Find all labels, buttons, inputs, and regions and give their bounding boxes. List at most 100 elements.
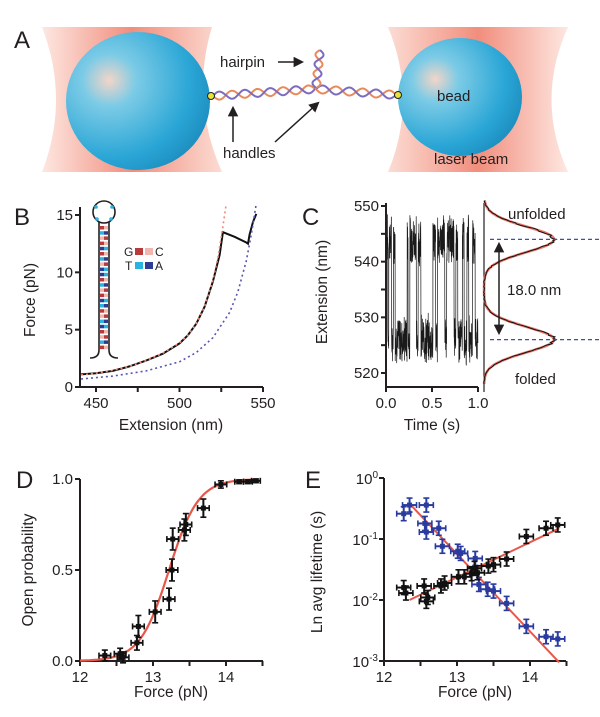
data-point bbox=[455, 548, 461, 554]
point-folded-lifetime bbox=[498, 595, 515, 612]
data-point bbox=[485, 563, 491, 569]
y-tick-label: 0 bbox=[65, 379, 73, 396]
data-point bbox=[543, 634, 549, 640]
base-left bbox=[100, 278, 104, 282]
panel-a: A hairpin handles bead laser beam bbox=[14, 27, 568, 172]
panel-d: D 12 13 14 0.0 0.5 1.0 Force (pN) Open probab… bbox=[16, 467, 264, 701]
data-point bbox=[458, 550, 464, 556]
folded-label: folded bbox=[515, 371, 556, 388]
data-point bbox=[491, 588, 496, 594]
plot-d: 12 13 14 0.0 0.5 1.0 bbox=[52, 471, 264, 686]
data-point-group bbox=[148, 600, 162, 624]
base-left bbox=[100, 241, 104, 246]
legend-a-swatch bbox=[145, 262, 153, 269]
x-tick-label: 12 bbox=[376, 669, 393, 686]
data-point bbox=[421, 583, 427, 589]
point-unfolded-lifetime bbox=[518, 528, 535, 545]
data-point bbox=[218, 481, 224, 487]
data-point-group bbox=[214, 480, 228, 489]
data-point-group bbox=[162, 587, 176, 611]
y-axis-title-d: Open probability bbox=[20, 513, 37, 626]
point-folded-lifetime bbox=[395, 505, 412, 522]
base-right bbox=[104, 288, 108, 292]
data-point bbox=[166, 596, 172, 602]
x-tick-label: 1.0 bbox=[468, 395, 489, 412]
base-left bbox=[100, 330, 104, 334]
data-point bbox=[485, 586, 491, 592]
base-right bbox=[104, 314, 108, 318]
legend-a-label: A bbox=[155, 259, 163, 273]
data-point-group bbox=[250, 477, 262, 484]
hairpin-label: hairpin bbox=[220, 54, 265, 71]
unfolded-label: unfolded bbox=[508, 206, 566, 223]
base-right bbox=[104, 257, 108, 261]
base-left bbox=[100, 226, 104, 230]
base-right bbox=[104, 226, 108, 230]
point-folded-lifetime bbox=[401, 497, 418, 513]
bead-label: bead bbox=[437, 88, 470, 105]
loop-base bbox=[110, 205, 114, 209]
data-point bbox=[436, 525, 442, 531]
data-point bbox=[523, 623, 529, 629]
legend-c-swatch bbox=[145, 248, 153, 255]
point-unfolded-lifetime bbox=[485, 556, 502, 573]
base-left bbox=[100, 267, 104, 272]
extension-histogram bbox=[482, 200, 600, 392]
stem-right-backbone bbox=[108, 222, 119, 359]
data-point bbox=[504, 556, 510, 562]
base-right bbox=[104, 304, 108, 308]
y-tick-label: 5 bbox=[65, 322, 73, 339]
point-folded-lifetime bbox=[485, 583, 502, 599]
base-left bbox=[100, 262, 104, 266]
point-unfolded-lifetime bbox=[398, 585, 414, 601]
y-tick-label: 10-2 bbox=[352, 592, 378, 610]
data-point bbox=[423, 598, 429, 604]
plot-b: 450 500 550 0 5 10 15 bbox=[56, 203, 276, 412]
data-point-group bbox=[131, 614, 146, 639]
x-tick-label: 12 bbox=[72, 669, 89, 686]
x-tick-label: 450 bbox=[83, 395, 108, 412]
data-point bbox=[543, 525, 549, 531]
data-point bbox=[423, 529, 429, 535]
series-unfolded-fit bbox=[80, 203, 258, 380]
bead-right bbox=[398, 38, 522, 156]
data-point-group bbox=[196, 498, 211, 519]
data-point bbox=[504, 600, 510, 606]
point-folded-lifetime bbox=[430, 520, 447, 537]
data-point bbox=[183, 522, 189, 527]
legend-t-swatch bbox=[135, 262, 143, 269]
point-folded-lifetime bbox=[417, 515, 433, 532]
point-folded-lifetime bbox=[434, 538, 451, 555]
handle-right-strand bbox=[315, 84, 397, 100]
base-right bbox=[104, 236, 108, 240]
x-tick-label: 13 bbox=[449, 669, 466, 686]
base-left bbox=[100, 298, 104, 303]
x-tick-label: 13 bbox=[145, 669, 162, 686]
base-right bbox=[104, 267, 108, 272]
data-point bbox=[555, 636, 561, 642]
base-right bbox=[104, 335, 108, 339]
point-unfolded-lifetime bbox=[549, 517, 566, 533]
point-unfolded-lifetime bbox=[538, 520, 554, 537]
base-right bbox=[104, 340, 108, 344]
base-right bbox=[104, 252, 108, 256]
data-point bbox=[403, 590, 409, 596]
data-point bbox=[472, 565, 478, 571]
data-point bbox=[422, 520, 428, 526]
data-point-group bbox=[166, 527, 180, 551]
base-left bbox=[100, 283, 104, 287]
y-tick-label: 0.5 bbox=[52, 562, 73, 579]
linker-right bbox=[394, 91, 402, 99]
data-point bbox=[236, 479, 242, 485]
base-right bbox=[104, 298, 108, 303]
x-tick-label: 0.0 bbox=[376, 395, 397, 412]
data-point bbox=[134, 640, 140, 646]
base-left bbox=[100, 309, 104, 313]
point-unfolded-lifetime bbox=[418, 593, 435, 610]
legend-g-label: G bbox=[124, 245, 133, 259]
y-tick-label: 100 bbox=[356, 470, 379, 488]
data-point bbox=[253, 478, 259, 484]
y-tick-label: 15 bbox=[56, 207, 73, 224]
data-point bbox=[135, 623, 141, 629]
base-right bbox=[104, 241, 108, 246]
